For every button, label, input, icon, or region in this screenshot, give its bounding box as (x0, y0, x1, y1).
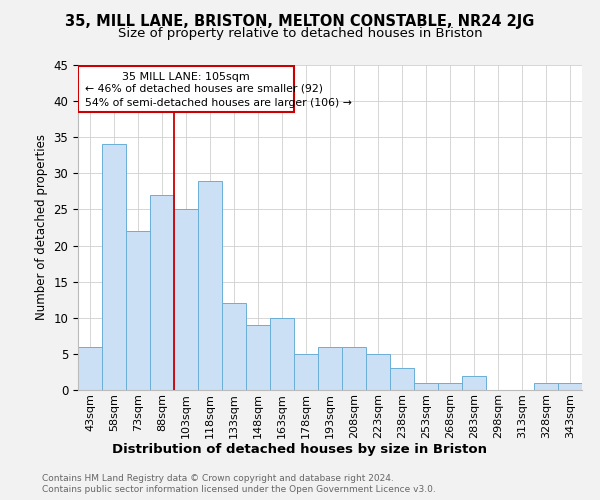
Bar (78, 66, 294, 112)
Text: 54% of semi-detached houses are larger (106) →: 54% of semi-detached houses are larger (… (85, 98, 352, 108)
Y-axis label: Number of detached properties: Number of detached properties (35, 134, 48, 320)
Bar (294, 354, 318, 390)
Bar (222, 304, 246, 390)
Bar (414, 383, 438, 390)
Bar (270, 318, 294, 390)
Bar (438, 383, 462, 390)
Bar (126, 231, 150, 390)
Bar (534, 383, 558, 390)
Bar (78, 346, 102, 390)
Bar (174, 210, 198, 390)
Bar (246, 325, 270, 390)
Bar (462, 376, 486, 390)
Text: Contains HM Land Registry data © Crown copyright and database right 2024.: Contains HM Land Registry data © Crown c… (42, 474, 394, 483)
Bar (102, 144, 126, 390)
Bar (318, 346, 342, 390)
Text: 35, MILL LANE, BRISTON, MELTON CONSTABLE, NR24 2JG: 35, MILL LANE, BRISTON, MELTON CONSTABLE… (65, 14, 535, 29)
Bar (366, 354, 390, 390)
Text: Size of property relative to detached houses in Briston: Size of property relative to detached ho… (118, 27, 482, 40)
Bar (198, 180, 222, 390)
Text: Distribution of detached houses by size in Briston: Distribution of detached houses by size … (113, 442, 487, 456)
Bar (390, 368, 414, 390)
Bar (558, 383, 582, 390)
Bar (342, 346, 366, 390)
Text: ← 46% of detached houses are smaller (92): ← 46% of detached houses are smaller (92… (85, 84, 323, 94)
Text: 35 MILL LANE: 105sqm: 35 MILL LANE: 105sqm (122, 72, 250, 82)
Text: Contains public sector information licensed under the Open Government Licence v3: Contains public sector information licen… (42, 485, 436, 494)
Bar (150, 195, 174, 390)
